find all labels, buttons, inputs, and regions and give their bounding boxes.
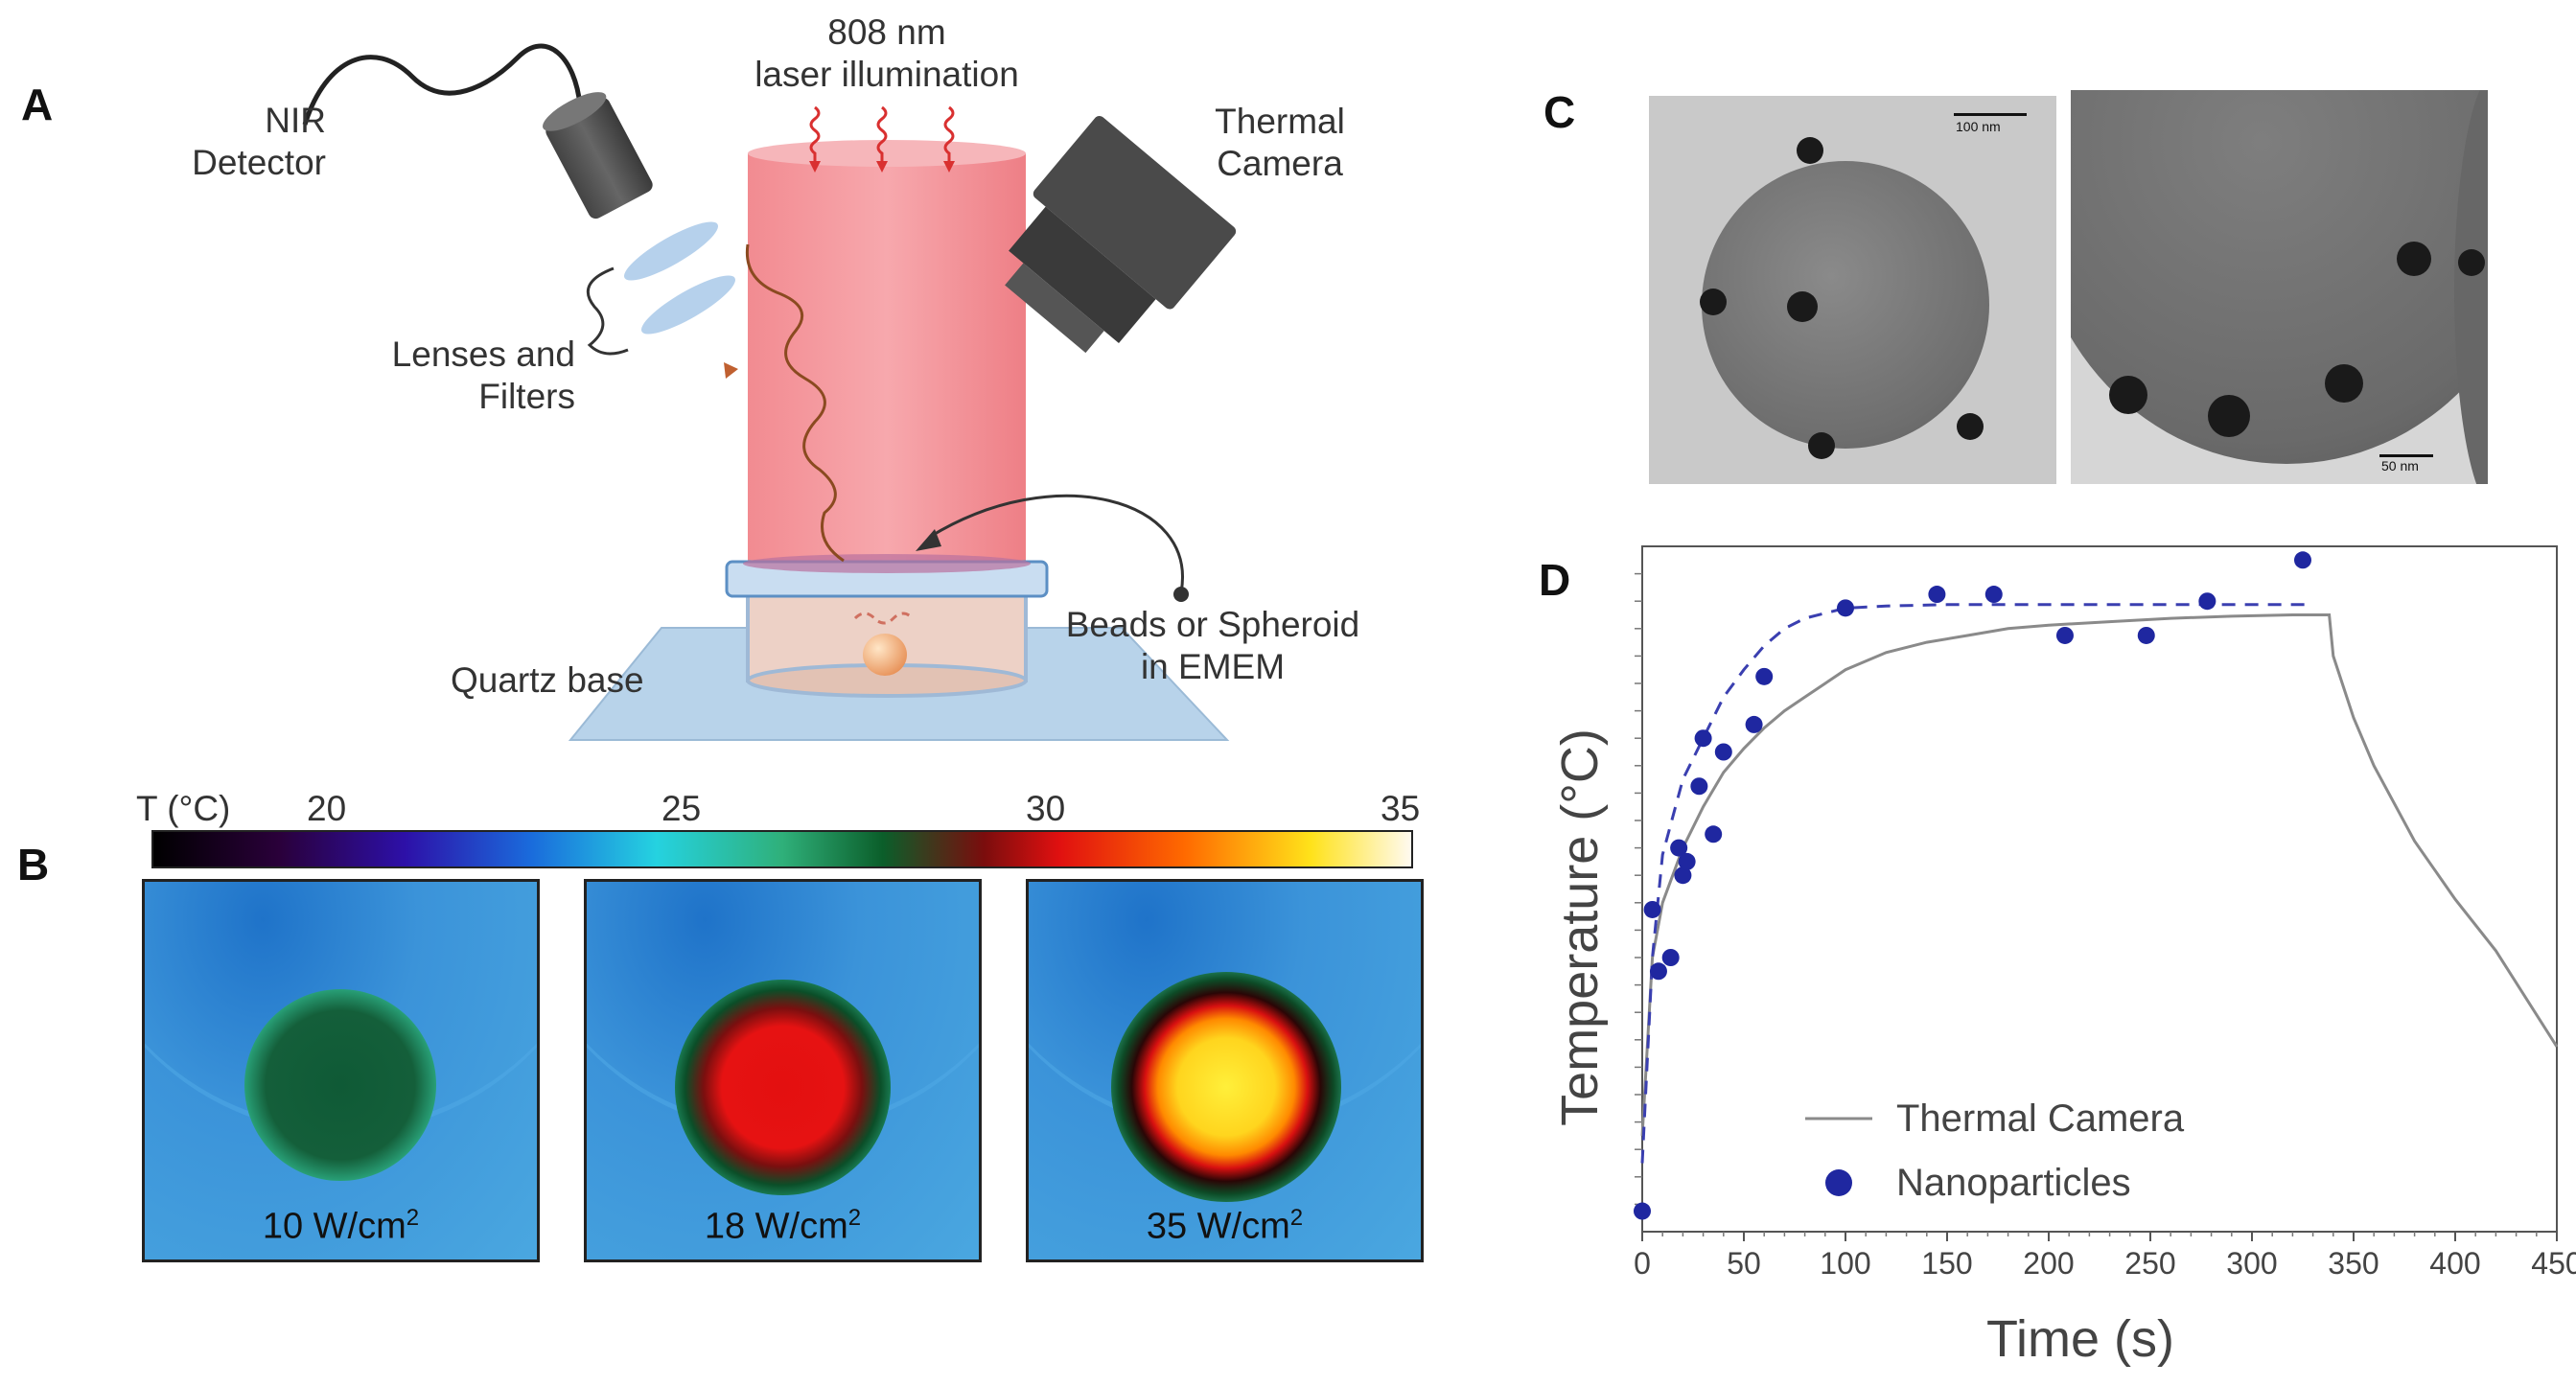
- tem-image-right: 50 nm: [2071, 90, 2488, 484]
- scale-label-100: 100 nm: [1956, 119, 2001, 134]
- panel-b-letter: B: [17, 840, 50, 889]
- lenses-label: Lenses and Filters: [391, 335, 575, 417]
- series-thermal-camera: [1640, 613, 2559, 1136]
- quartz-label: Quartz base: [451, 660, 644, 700]
- nir-detector-icon: [543, 92, 653, 219]
- thermal-label-10: 10 W/cm2: [262, 1205, 420, 1247]
- data-point-nanoparticles: [1928, 586, 1946, 604]
- legend-marker-nanoparticles: [1825, 1169, 1852, 1196]
- legend-label-thermal: Thermal Camera: [1896, 1097, 2185, 1140]
- x-tick-label: 50: [1727, 1246, 1761, 1281]
- x-tick-label: 100: [1820, 1246, 1870, 1281]
- x-tick-label: 400: [2429, 1246, 2480, 1281]
- data-point-nanoparticles: [1690, 777, 1708, 796]
- x-tick-label: 350: [2328, 1246, 2379, 1281]
- data-point-nanoparticles: [1678, 852, 1696, 870]
- data-point-nanoparticles: [1745, 715, 1763, 733]
- thermal-image-35: 35 W/cm2: [1026, 879, 1424, 1262]
- data-point-nanoparticles: [1643, 900, 1661, 918]
- laser-beam: [748, 153, 1026, 566]
- tem-image-left: 100 nm: [1649, 96, 2056, 484]
- colorbar-tick: 30: [1026, 789, 1066, 828]
- data-point-nanoparticles: [1694, 729, 1712, 748]
- data-point-nanoparticles: [1670, 839, 1688, 857]
- x-tick-label: 250: [2124, 1246, 2175, 1281]
- colorbar-tick: 25: [661, 789, 702, 828]
- plot-frame: [1641, 545, 2558, 1233]
- legend-label-nanoparticles: Nanoparticles: [1896, 1162, 2131, 1204]
- laser-label: 808 nm laser illumination: [754, 12, 1019, 95]
- thermal-image-10: 10 W/cm2: [142, 879, 540, 1262]
- panel-a-letter: A: [21, 80, 54, 129]
- thermal-label-35: 35 W/cm2: [1146, 1205, 1304, 1247]
- x-axis-label: Time (s): [1986, 1310, 2174, 1368]
- colorbar-tick: 35: [1381, 789, 1421, 828]
- data-point-nanoparticles: [2055, 626, 2074, 644]
- detector-label: NIR Detector: [192, 101, 326, 183]
- data-point-nanoparticles: [1755, 667, 1774, 685]
- data-point-nanoparticles: [1984, 586, 2003, 604]
- thermal-camera-icon: [1005, 115, 1237, 354]
- colorbar-title: T (°C): [136, 789, 231, 828]
- lens-icon: [641, 275, 735, 335]
- thermal-image-18: 18 W/cm2: [584, 879, 982, 1262]
- data-point-nanoparticles: [1837, 599, 1854, 617]
- y-axis-label: Temperature (°C): [1551, 728, 1609, 1126]
- temperature-chart: 0 50 100 150 200 250 300 350 400 450 Time (s) Tempe…: [1551, 545, 2576, 1368]
- emission-wave: [745, 243, 845, 563]
- experimental-setup-diagram: [302, 43, 1237, 741]
- panel-d-letter: D: [1539, 555, 1571, 605]
- colorbar-tick: 20: [307, 789, 347, 828]
- x-tick-label: 450: [2531, 1246, 2576, 1281]
- data-point-nanoparticles: [2137, 626, 2155, 644]
- data-point-nanoparticles: [1705, 825, 1723, 843]
- lens-icon: [624, 221, 718, 281]
- x-tick-label: 150: [1921, 1246, 1972, 1281]
- data-point-nanoparticles: [1661, 949, 1680, 966]
- beads-pointer-arrow: [929, 494, 1184, 593]
- data-point-nanoparticles: [1634, 1202, 1651, 1220]
- scale-label-50: 50 nm: [2381, 458, 2419, 474]
- detector-cable: [302, 43, 583, 126]
- thermal-label-18: 18 W/cm2: [704, 1205, 862, 1247]
- thermal-camera-label: Thermal Camera: [1215, 102, 1345, 184]
- x-tick-label: 300: [2226, 1246, 2277, 1281]
- data-point-nanoparticles: [1649, 962, 1667, 981]
- brace: [586, 266, 629, 356]
- x-tick-label: 200: [2023, 1246, 2074, 1281]
- bead-icon: [863, 634, 907, 676]
- panel-c-letter: C: [1543, 87, 1576, 137]
- temperature-colorbar: [151, 830, 1413, 868]
- data-point-nanoparticles: [1714, 743, 1732, 761]
- data-point-nanoparticles: [1674, 866, 1692, 885]
- data-point-nanoparticles: [2294, 551, 2311, 569]
- x-tick-label: 0: [1634, 1246, 1651, 1281]
- data-point-nanoparticles: [2198, 592, 2216, 611]
- beads-label: Beads or Spheroid in EMEM: [1065, 605, 1360, 687]
